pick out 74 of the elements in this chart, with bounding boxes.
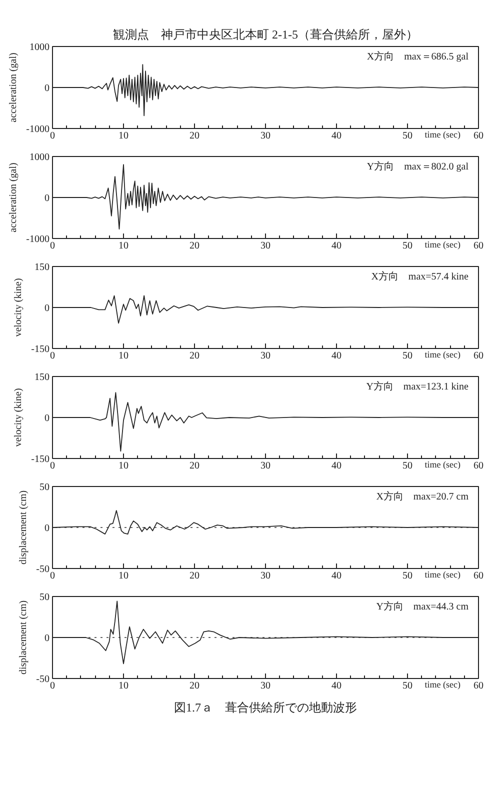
y-tick-label: -50 [36, 674, 50, 685]
x-tick-label: 20 [190, 570, 200, 582]
y-tick-label: -150 [31, 344, 50, 355]
x-tick-label: 60 [474, 130, 484, 142]
x-tick-label: 50 [402, 240, 412, 252]
x-tick-label: 30 [260, 680, 270, 692]
y-tick-label: -1000 [26, 124, 50, 135]
y-axis-title: displacement (cm) [18, 600, 30, 675]
y-tick-label: -1000 [26, 234, 50, 245]
y-tick-label: 0 [44, 413, 50, 424]
x-axis-title: time (sec) [424, 570, 461, 580]
x-tick-label: 50 [402, 570, 412, 582]
x-tick-label: 10 [118, 570, 128, 582]
x-axis-title: time (sec) [424, 350, 461, 360]
x-tick-label: 30 [260, 240, 270, 252]
x-tick-label: 10 [118, 680, 128, 692]
x-tick-label: 30 [260, 350, 270, 362]
y-axis-title: acceleration (gal) [8, 52, 20, 122]
x-tick-label: 40 [332, 570, 342, 582]
y-tick-label: 50 [40, 592, 50, 603]
x-tick-label: 40 [332, 240, 342, 252]
x-tick-label: 30 [260, 570, 270, 582]
x-axis-title: time (sec) [424, 680, 461, 690]
caption: 図1.7ａ 葺合供給所での地動波形 [174, 700, 357, 714]
x-tick-label: 30 [260, 460, 270, 472]
x-tick-label: 40 [332, 130, 342, 142]
x-tick-label: 20 [190, 460, 200, 472]
y-tick-label: 50 [40, 482, 50, 493]
x-tick-label: 60 [474, 350, 484, 362]
x-tick-label: 20 [190, 240, 200, 252]
x-tick-label: 60 [474, 240, 484, 252]
x-tick-label: 50 [402, 680, 412, 692]
x-tick-label: 20 [190, 680, 200, 692]
x-tick-label: 10 [118, 460, 128, 472]
x-tick-label: 20 [190, 350, 200, 362]
y-tick-label: 0 [44, 633, 50, 644]
x-tick-label: 50 [402, 350, 412, 362]
x-tick-label: 10 [118, 240, 128, 252]
x-tick-label: 50 [402, 460, 412, 472]
annotation: Y方向 max=44.3 cm [376, 600, 469, 612]
y-tick-label: -150 [31, 454, 50, 465]
x-tick-label: 40 [332, 460, 342, 472]
y-tick-label: 150 [34, 372, 50, 383]
x-tick-label: 40 [332, 350, 342, 362]
x-tick-label: 60 [474, 460, 484, 472]
x-tick-label: 50 [402, 130, 412, 142]
x-tick-label: 10 [118, 350, 128, 362]
annotation: Y方向 max=123.1 kine [366, 380, 470, 392]
annotation: Y方向 max＝802.0 gal [366, 160, 469, 172]
x-axis-title: time (sec) [424, 460, 461, 470]
x-axis-title: time (sec) [424, 130, 461, 140]
y-axis-title: velocity (kine) [13, 278, 24, 337]
y-tick-label: 1000 [30, 42, 50, 53]
chart-title: 観測点 神戸市中央区北本町 2-1-5（葺合供給所，屋外） [113, 28, 418, 42]
y-tick-label: 0 [44, 523, 50, 534]
x-tick-label: 20 [190, 130, 200, 142]
y-tick-label: 0 [44, 193, 50, 204]
annotation: X方向 max＝686.5 gal [366, 50, 469, 62]
x-tick-label: 40 [332, 680, 342, 692]
y-axis-title: acceleration (gal) [8, 162, 20, 232]
y-tick-label: 1000 [30, 152, 50, 163]
y-axis-title: displacement (cm) [18, 490, 30, 565]
y-tick-label: 0 [44, 303, 50, 314]
x-axis-title: time (sec) [424, 240, 461, 250]
x-tick-label: 60 [474, 680, 484, 692]
annotation: X方向 max=57.4 kine [371, 270, 470, 282]
annotation: X方向 max=20.7 cm [376, 490, 469, 502]
y-tick-label: 0 [44, 83, 50, 94]
x-tick-label: 30 [260, 130, 270, 142]
y-axis-title: velocity (kine) [13, 388, 24, 447]
y-tick-label: 150 [34, 262, 50, 273]
x-tick-label: 10 [118, 130, 128, 142]
x-tick-label: 60 [474, 570, 484, 582]
y-tick-label: -50 [36, 564, 50, 575]
